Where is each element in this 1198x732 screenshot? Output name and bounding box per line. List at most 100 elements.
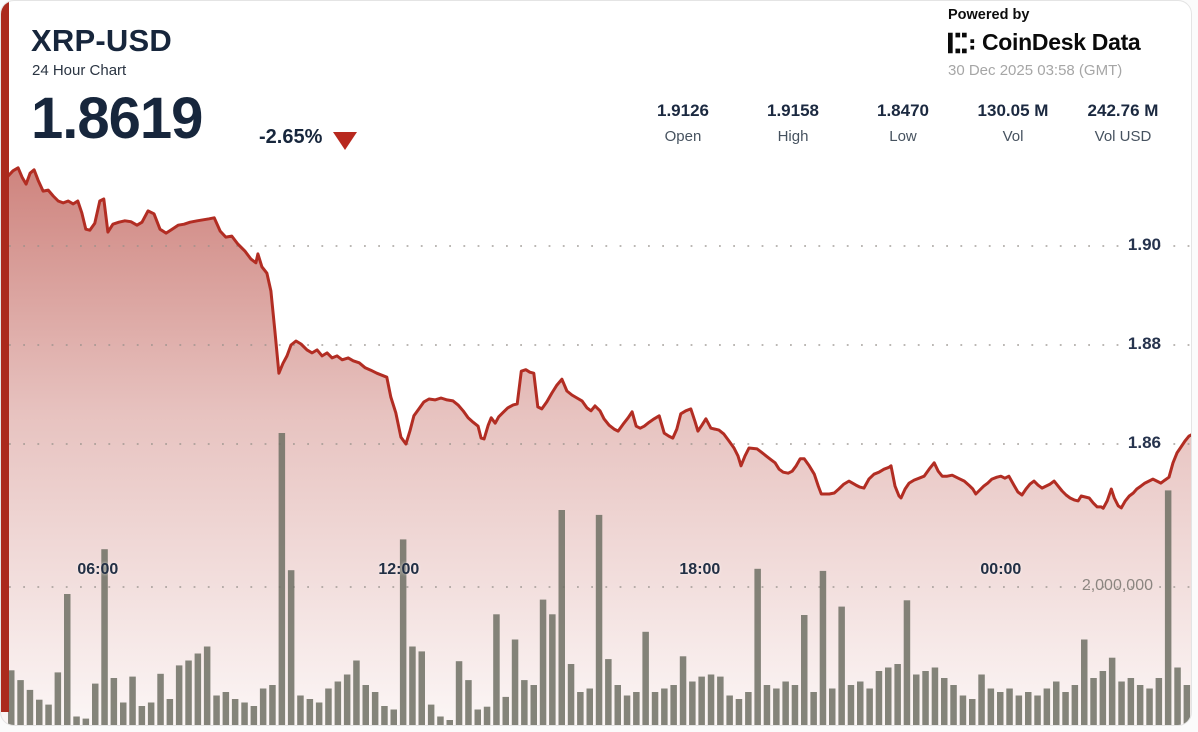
volume-bar: [810, 692, 817, 725]
volume-bar: [1015, 695, 1023, 725]
volume-bar: [129, 676, 136, 725]
volume-bar: [269, 685, 276, 725]
coindesk-logo-icon: [948, 32, 975, 53]
volume-bar: [474, 709, 481, 725]
volume-bar: [1108, 657, 1116, 725]
volume-bar: [82, 718, 90, 725]
stat-value: 1.9126: [657, 101, 709, 120]
stat-value: 130.05 M: [977, 101, 1049, 120]
volume-bar: [717, 676, 724, 725]
volume-bar: [427, 704, 435, 725]
volume-bar: [941, 678, 948, 725]
volume-bar: [371, 692, 379, 725]
volume-bar: [110, 678, 118, 725]
volume-bar: [418, 651, 425, 725]
volume-bar: [931, 667, 939, 725]
volume-bar: [437, 716, 444, 725]
volume-bar: [1146, 688, 1153, 725]
volume-bar: [1006, 688, 1013, 725]
volume-bar: [1164, 490, 1172, 725]
volume-bar: [287, 570, 295, 725]
volume-bar: [17, 680, 24, 725]
volume-bar: [782, 681, 789, 725]
volume-bar: [903, 600, 911, 725]
stat-vol-usd: 242.76 M Vol USD: [1073, 101, 1173, 145]
volume-bar: [586, 688, 593, 725]
volume-bar: [343, 674, 351, 725]
volume-bar: [465, 680, 472, 725]
volume-bar: [894, 664, 901, 725]
volume-bar: [222, 692, 230, 725]
volume-bar: [763, 685, 771, 725]
volume-bar: [213, 695, 220, 725]
volume-bar: [950, 685, 957, 725]
volume-bar: [549, 614, 556, 725]
volume-bar: [362, 685, 369, 725]
volume-bar: [175, 665, 183, 725]
stat-value: 1.8470: [877, 101, 929, 120]
stat-value: 1.9158: [767, 101, 819, 120]
volume-bar: [530, 685, 537, 725]
stat-vol: 130.05 M Vol: [963, 101, 1063, 145]
volume-bar: [801, 615, 808, 725]
stat-label: Open: [664, 128, 702, 145]
volume-bar: [381, 706, 388, 725]
volume-bar: [773, 688, 780, 725]
volume-bar: [278, 433, 286, 725]
volume-bar: [605, 659, 612, 725]
volume-bar: [502, 696, 509, 725]
volume-bar: [726, 695, 733, 725]
volume-bar: [829, 688, 836, 725]
volume-bar: [651, 692, 659, 725]
stat-label: Low: [889, 128, 917, 145]
coindesk-logo[interactable]: CoinDesk Data: [948, 29, 1188, 56]
volume-bar: [511, 639, 519, 725]
volume-bar: [26, 689, 34, 725]
volume-bar: [633, 692, 640, 725]
volume-bar: [73, 716, 80, 725]
volume-bar: [791, 685, 799, 725]
volume-bar: [120, 702, 127, 725]
volume-bar: [819, 570, 827, 725]
volume-bar: [1043, 688, 1051, 725]
volume-bar: [642, 631, 649, 725]
volume-bar: [885, 667, 892, 725]
volume-bar: [567, 664, 575, 725]
volume-bar: [866, 688, 873, 725]
volume-bar: [147, 702, 155, 725]
volume-bar: [8, 670, 15, 725]
volume-bar: [1127, 678, 1135, 725]
volume-bar: [45, 704, 52, 725]
volume-bar: [493, 614, 500, 725]
volume-bar: [1034, 695, 1041, 725]
volume-bar: [978, 674, 985, 725]
page-title: XRP-USD: [31, 23, 172, 58]
volume-bar: [409, 646, 416, 725]
volume-bar: [101, 549, 108, 725]
volume-bar: [595, 514, 603, 725]
volume-bar: [875, 671, 883, 725]
volume-bar: [166, 699, 174, 725]
volume-bar: [679, 656, 687, 725]
volume-bar: [847, 685, 855, 725]
volume-bar: [735, 699, 743, 725]
volume-bar: [250, 706, 258, 725]
volume-bar: [539, 599, 547, 725]
volume-bar: [913, 674, 920, 725]
brand-name: CoinDesk Data: [982, 29, 1141, 55]
volume-bar: [259, 688, 267, 725]
stat-open: 1.9126 Open: [633, 101, 733, 145]
stats-row: 1.9126 Open 1.9158 High 1.8470 Low 130.0…: [633, 101, 1173, 145]
branding-block: Powered by CoinDesk Data 30 Dec 2025 03:…: [948, 7, 1188, 79]
volume-bar: [64, 594, 71, 725]
volume-bar: [446, 720, 453, 725]
volume-bar: [297, 695, 304, 725]
volume-bar: [707, 674, 715, 725]
stat-high: 1.9158 High: [743, 101, 843, 145]
volume-bar: [1136, 685, 1144, 725]
volume-bar: [623, 695, 631, 725]
stat-value: 242.76 M: [1087, 101, 1159, 120]
volume-bar: [857, 681, 864, 725]
volume-bar: [959, 695, 967, 725]
